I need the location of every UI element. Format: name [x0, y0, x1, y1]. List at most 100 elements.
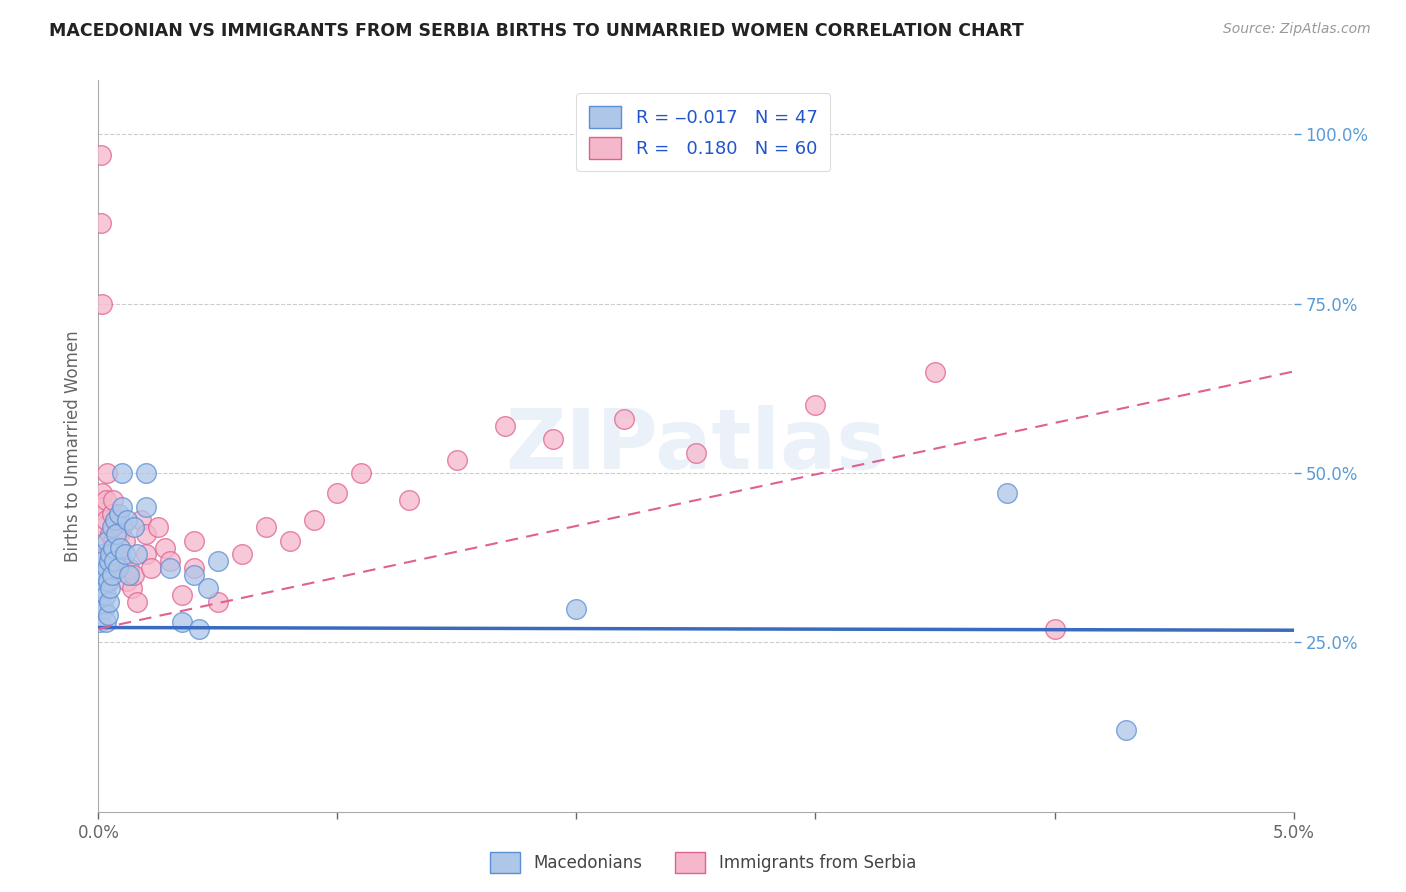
- Point: [91, 500, 114, 514]
- Point: [98, 574, 121, 589]
- Legend: Macedonians, Immigrants from Serbia: Macedonians, Immigrants from Serbia: [484, 846, 922, 880]
- Point: [183, 533, 205, 548]
- Point: [494, 418, 516, 433]
- Point: [183, 567, 205, 582]
- Text: Source: ZipAtlas.com: Source: ZipAtlas.com: [1223, 22, 1371, 37]
- Point: [135, 547, 157, 561]
- Point: [541, 432, 564, 446]
- Point: [326, 486, 349, 500]
- Point: [115, 514, 138, 528]
- Point: [89, 581, 111, 595]
- Point: [91, 297, 114, 311]
- Point: [125, 547, 148, 561]
- Point: [107, 527, 129, 541]
- Point: [924, 364, 946, 378]
- Point: [565, 601, 588, 615]
- Point: [94, 493, 117, 508]
- Point: [139, 561, 162, 575]
- Point: [96, 533, 118, 548]
- Point: [97, 547, 120, 561]
- Point: [350, 466, 373, 480]
- Point: [148, 520, 170, 534]
- Point: [96, 466, 118, 480]
- Point: [446, 452, 468, 467]
- Point: [231, 547, 253, 561]
- Point: [91, 533, 114, 548]
- Point: [124, 520, 146, 534]
- Point: [135, 500, 157, 514]
- Point: [1115, 723, 1137, 738]
- Point: [104, 541, 127, 555]
- Point: [98, 554, 121, 568]
- Point: [398, 493, 420, 508]
- Point: [124, 567, 146, 582]
- Point: [89, 601, 111, 615]
- Point: [98, 554, 122, 568]
- Point: [187, 622, 209, 636]
- Point: [114, 533, 136, 548]
- Point: [302, 514, 325, 528]
- Point: [107, 507, 129, 521]
- Point: [91, 581, 114, 595]
- Point: [207, 554, 229, 568]
- Point: [98, 547, 122, 561]
- Point: [103, 561, 125, 575]
- Point: [115, 574, 138, 589]
- Point: [995, 486, 1018, 500]
- Point: [91, 574, 114, 589]
- Point: [100, 567, 122, 582]
- Y-axis label: Births to Unmarried Women: Births to Unmarried Women: [63, 330, 82, 562]
- Point: [254, 520, 277, 534]
- Point: [685, 446, 707, 460]
- Point: [1043, 622, 1066, 636]
- Point: [97, 608, 120, 623]
- Point: [183, 561, 205, 575]
- Point: [107, 561, 129, 575]
- Point: [98, 527, 122, 541]
- Point: [108, 547, 131, 561]
- Point: [93, 601, 115, 615]
- Point: [89, 615, 111, 629]
- Point: [135, 527, 157, 541]
- Point: [105, 514, 128, 528]
- Point: [172, 615, 194, 629]
- Point: [111, 520, 134, 534]
- Point: [97, 574, 120, 589]
- Legend: R = ‒0.017   N = 47, R =   0.180   N = 60: R = ‒0.017 N = 47, R = 0.180 N = 60: [576, 93, 831, 171]
- Point: [111, 500, 134, 514]
- Point: [207, 595, 229, 609]
- Point: [96, 561, 118, 575]
- Point: [111, 554, 134, 568]
- Point: [159, 554, 181, 568]
- Point: [103, 554, 125, 568]
- Point: [118, 567, 141, 582]
- Point: [94, 514, 117, 528]
- Text: MACEDONIAN VS IMMIGRANTS FROM SERBIA BIRTHS TO UNMARRIED WOMEN CORRELATION CHART: MACEDONIAN VS IMMIGRANTS FROM SERBIA BIR…: [49, 22, 1024, 40]
- Point: [111, 466, 134, 480]
- Point: [89, 601, 111, 615]
- Point: [101, 493, 124, 508]
- Point: [97, 561, 120, 575]
- Point: [91, 486, 114, 500]
- Point: [107, 561, 129, 575]
- Point: [94, 615, 117, 629]
- Point: [613, 412, 636, 426]
- Point: [93, 567, 115, 582]
- Point: [90, 215, 112, 229]
- Point: [91, 554, 114, 568]
- Point: [125, 595, 148, 609]
- Point: [105, 527, 128, 541]
- Point: [94, 588, 117, 602]
- Point: [159, 561, 181, 575]
- Point: [108, 541, 131, 555]
- Point: [121, 581, 143, 595]
- Point: [135, 466, 157, 480]
- Point: [101, 541, 124, 555]
- Point: [100, 507, 122, 521]
- Point: [104, 514, 127, 528]
- Point: [98, 595, 121, 609]
- Point: [93, 520, 115, 534]
- Point: [278, 533, 301, 548]
- Point: [155, 541, 177, 555]
- Point: [172, 588, 194, 602]
